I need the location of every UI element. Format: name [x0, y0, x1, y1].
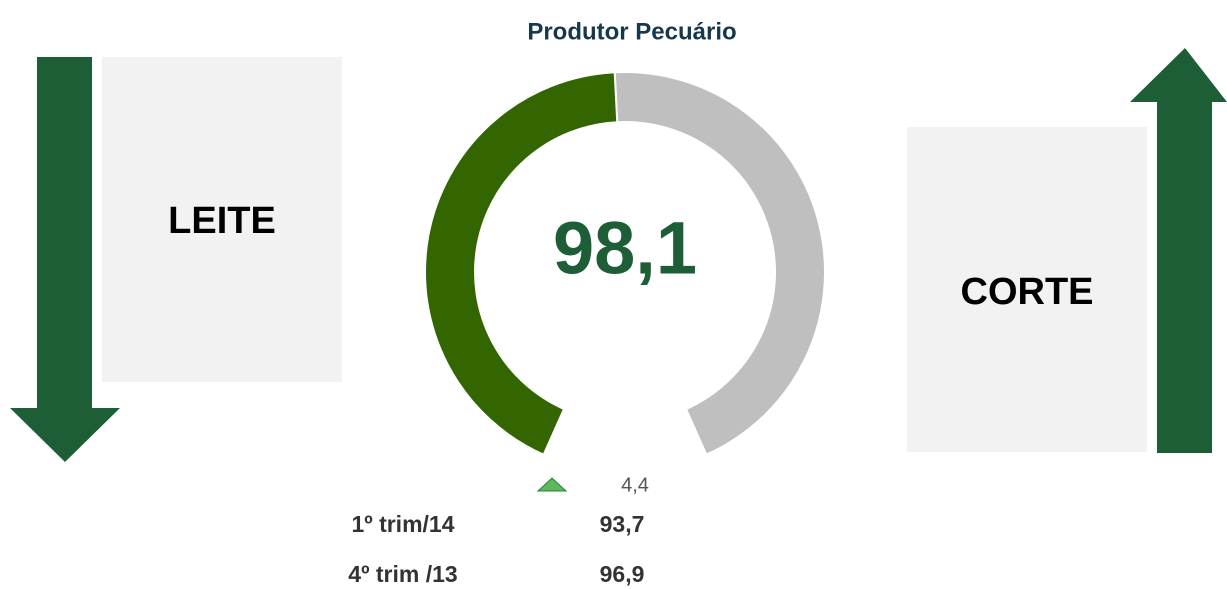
gauge-track: [613, 71, 826, 457]
down-arrow-head: [10, 408, 120, 462]
change-label: 4,4: [621, 474, 649, 496]
row-label: 1º trim/14: [351, 511, 454, 537]
leite-label: LEITE: [168, 200, 276, 242]
down-arrow-shaft: [37, 57, 92, 409]
row-label: 4º trim /13: [348, 561, 457, 587]
change-indicator: [536, 477, 568, 492]
up-arrow-head: [1130, 48, 1227, 102]
chart-title: Produtor Pecuário: [527, 18, 736, 45]
row-value: 93,7: [600, 511, 645, 537]
leite-box: [102, 57, 342, 382]
corte-box: [907, 127, 1147, 452]
gauge-value-arc: [424, 71, 619, 457]
gauge-value: 98,1: [553, 207, 697, 290]
row-value: 96,9: [600, 561, 645, 587]
up-arrow-shaft: [1157, 101, 1212, 453]
corte-label: CORTE: [961, 271, 1094, 313]
